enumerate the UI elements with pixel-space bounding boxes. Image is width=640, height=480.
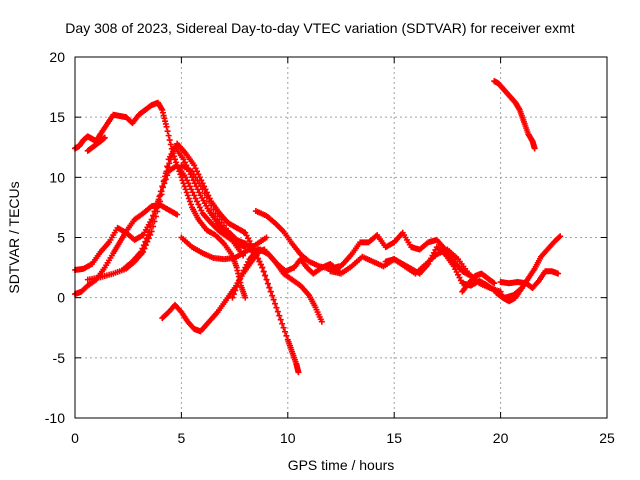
- y-axis-label: SDTVAR / TECUs: [6, 181, 22, 293]
- x-tick-label: 20: [493, 430, 509, 446]
- x-tick-label: 10: [280, 430, 296, 446]
- data-point-markers: [72, 202, 181, 298]
- y-tick-label: 15: [49, 109, 65, 125]
- data-point-markers: [248, 246, 342, 277]
- series-arc-19: [491, 78, 538, 152]
- y-tick-label: -10: [45, 410, 65, 426]
- y-tick-label: 5: [57, 230, 65, 246]
- series-arc-18: [497, 268, 562, 292]
- data-point-markers: [459, 270, 498, 295]
- data-point-markers: [84, 134, 108, 154]
- data-point-markers: [178, 234, 270, 263]
- series-arc-5: [84, 134, 108, 154]
- y-tick-label: -5: [53, 350, 66, 366]
- axis-ticks: [74, 56, 608, 419]
- x-tick-label: 5: [178, 430, 186, 446]
- series-arc-15: [382, 244, 525, 301]
- series-arc-2: [72, 202, 181, 298]
- x-tick-label: 25: [599, 430, 615, 446]
- y-tick-label: 10: [49, 169, 65, 185]
- x-axis-label: GPS time / hours: [288, 457, 395, 473]
- data-point-markers: [497, 268, 562, 292]
- series-arc-11: [248, 246, 342, 277]
- data-point-markers: [120, 144, 247, 272]
- y-tick-label: 20: [49, 49, 65, 65]
- series-arc-7: [178, 234, 270, 263]
- y-tick-label: 0: [57, 290, 65, 306]
- data-point-markers: [382, 244, 525, 301]
- grid-lines: [75, 57, 607, 418]
- series-arc-16: [459, 270, 498, 295]
- data-points: [72, 78, 564, 376]
- x-tick-label: 15: [386, 430, 402, 446]
- x-tick-label: 0: [71, 430, 79, 446]
- series-arc-6: [120, 144, 247, 272]
- data-point-markers: [491, 78, 538, 152]
- axis-tick-labels: 0 5 10 15 20 25 -10 -5 0 5 10 15 20: [45, 49, 615, 446]
- chart-title: Day 308 of 2023, Sidereal Day-to-day VTE…: [65, 20, 574, 36]
